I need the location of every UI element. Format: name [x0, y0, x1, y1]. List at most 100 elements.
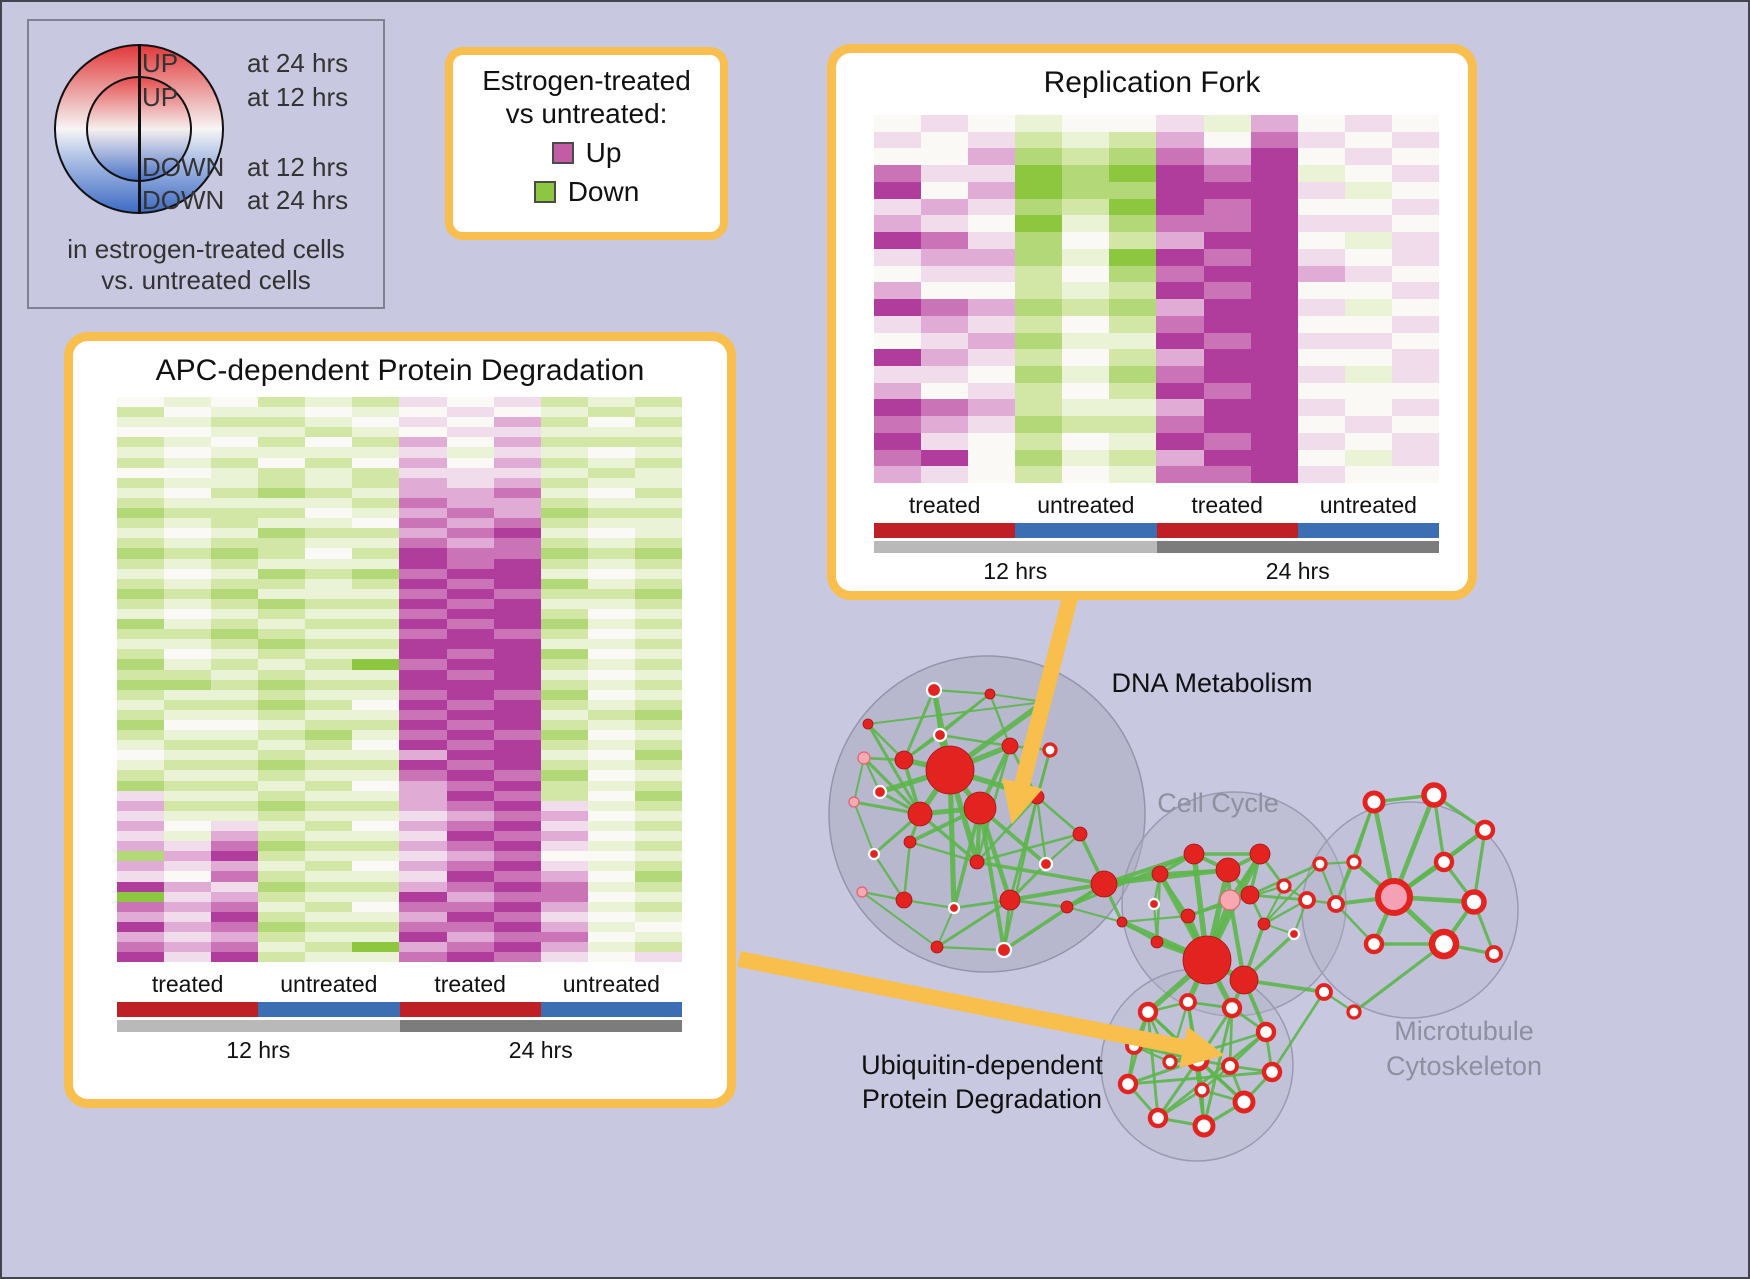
- heatmap-cell: [968, 332, 1016, 350]
- heatmap-cell: [1391, 181, 1439, 199]
- heatmap-cell: [634, 770, 682, 781]
- heatmap-cell: [493, 497, 541, 509]
- heatmap-cell: [446, 588, 494, 599]
- network-edge: [1008, 748, 1052, 902]
- network-edge: [1248, 852, 1262, 897]
- network-edge: [1196, 1058, 1246, 1104]
- cluster-circle-cell-cycle: [1121, 791, 1347, 1017]
- heatmap-cell: [1344, 198, 1392, 216]
- heatmap-cell: [305, 508, 353, 519]
- heatmap-cell: [164, 669, 212, 680]
- heatmap-cell: [1062, 248, 1110, 266]
- heatmap-cell: [540, 477, 588, 488]
- heatmap-cell: [399, 881, 447, 892]
- heatmap-cell: [211, 518, 259, 529]
- heatmap-cell: [587, 709, 635, 720]
- heatmap-cell: [540, 497, 588, 509]
- heatmap-cell: [1015, 399, 1063, 417]
- heatmap-cell: [540, 820, 588, 832]
- heatmap-cell: [446, 497, 494, 509]
- network-edge: [1352, 942, 1446, 1014]
- group-label-untreated-24: untreated: [1319, 492, 1417, 518]
- heatmap-cell: [305, 659, 353, 670]
- heatmap-cell: [352, 417, 400, 428]
- heatmap-cell: [117, 709, 165, 720]
- network-edge: [1432, 793, 1446, 864]
- network-edge: [1156, 1088, 1204, 1120]
- network-edge: [975, 795, 1039, 864]
- heatmap-cell: [211, 800, 259, 811]
- heatmap-cell: [634, 548, 682, 559]
- heatmap-cell: [446, 861, 494, 872]
- cluster-label-microtubule-line1: Microtubule: [1394, 1016, 1534, 1046]
- heatmap-cell: [493, 578, 541, 589]
- network-edge: [1146, 1010, 1246, 1104]
- heatmap-cell: [540, 487, 588, 498]
- heatmap-cell: [1203, 315, 1251, 333]
- network-node: [1219, 889, 1241, 911]
- heatmap-cell: [258, 649, 306, 660]
- heatmap-cell: [921, 299, 969, 316]
- replication-condition-bar: [874, 523, 1439, 538]
- heatmap-cell: [587, 619, 635, 630]
- heatmap-cell: [1203, 299, 1251, 316]
- heatmap-cell: [258, 669, 306, 680]
- heatmap-cell: [305, 457, 353, 468]
- heatmap-cell: [1156, 399, 1204, 417]
- heatmap-cell: [540, 639, 588, 650]
- network-edge: [1035, 795, 1048, 866]
- heatmap-cell: [1062, 265, 1110, 283]
- heatmap-cell: [352, 467, 400, 478]
- condition-bar-segment: [540, 1002, 682, 1017]
- network-edge: [935, 898, 1012, 949]
- network-node: [1221, 1057, 1239, 1075]
- heatmap-cell: [1015, 181, 1063, 199]
- heatmap-cell: [634, 518, 682, 529]
- heatmap-cell: [258, 790, 306, 801]
- heatmap-cell: [1109, 382, 1157, 400]
- network-node: [1072, 826, 1088, 842]
- network-node: [862, 718, 874, 730]
- network-edge: [1226, 868, 1232, 902]
- heatmap-cell: [493, 820, 541, 832]
- network-node: [1232, 1090, 1256, 1114]
- heatmap-cell: [258, 497, 306, 509]
- heatmap-cell: [634, 437, 682, 448]
- heatmap-cell: [1344, 399, 1392, 417]
- heatmap-cell: [305, 407, 353, 418]
- network-node: [867, 847, 881, 861]
- network-node: [1038, 856, 1054, 872]
- network-node: [1147, 897, 1161, 911]
- heatmap-cell: [446, 740, 494, 751]
- heatmap-cell: [258, 720, 306, 731]
- network-edge: [1126, 1010, 1150, 1086]
- heatmap-cell: [352, 548, 400, 559]
- heatmap-cell: [352, 810, 400, 821]
- group-label-untreated-12: untreated: [280, 971, 378, 997]
- heatmap-row: [117, 467, 682, 478]
- network-edge: [1242, 978, 1326, 994]
- heatmap-cell: [164, 921, 212, 932]
- heatmap-cell: [634, 750, 682, 761]
- apc-time-bar: [117, 1020, 682, 1032]
- heatmap-cell: [164, 790, 212, 801]
- heatmap-cell: [1109, 416, 1157, 433]
- heatmap-cell: [399, 437, 447, 448]
- network-edge: [1101, 867, 1231, 887]
- heatmap-cell: [117, 881, 165, 892]
- heatmap-cell: [164, 558, 212, 569]
- heatmap-cell: [540, 810, 588, 821]
- heatmap-cell: [540, 508, 588, 519]
- heatmap-cell: [540, 437, 588, 448]
- network-edge: [862, 756, 906, 762]
- heatmap-cell: [968, 299, 1016, 316]
- heatmap-cell: [164, 487, 212, 498]
- heatmap-cell: [305, 891, 353, 902]
- heatmap-cell: [211, 740, 259, 751]
- heatmap-cell: [493, 457, 541, 468]
- heatmap-cell: [352, 427, 400, 438]
- network-edge: [937, 732, 953, 773]
- heatmap-cell: [921, 115, 969, 132]
- heatmap-cell: [1344, 432, 1392, 450]
- heatmap-cell: [1109, 349, 1157, 367]
